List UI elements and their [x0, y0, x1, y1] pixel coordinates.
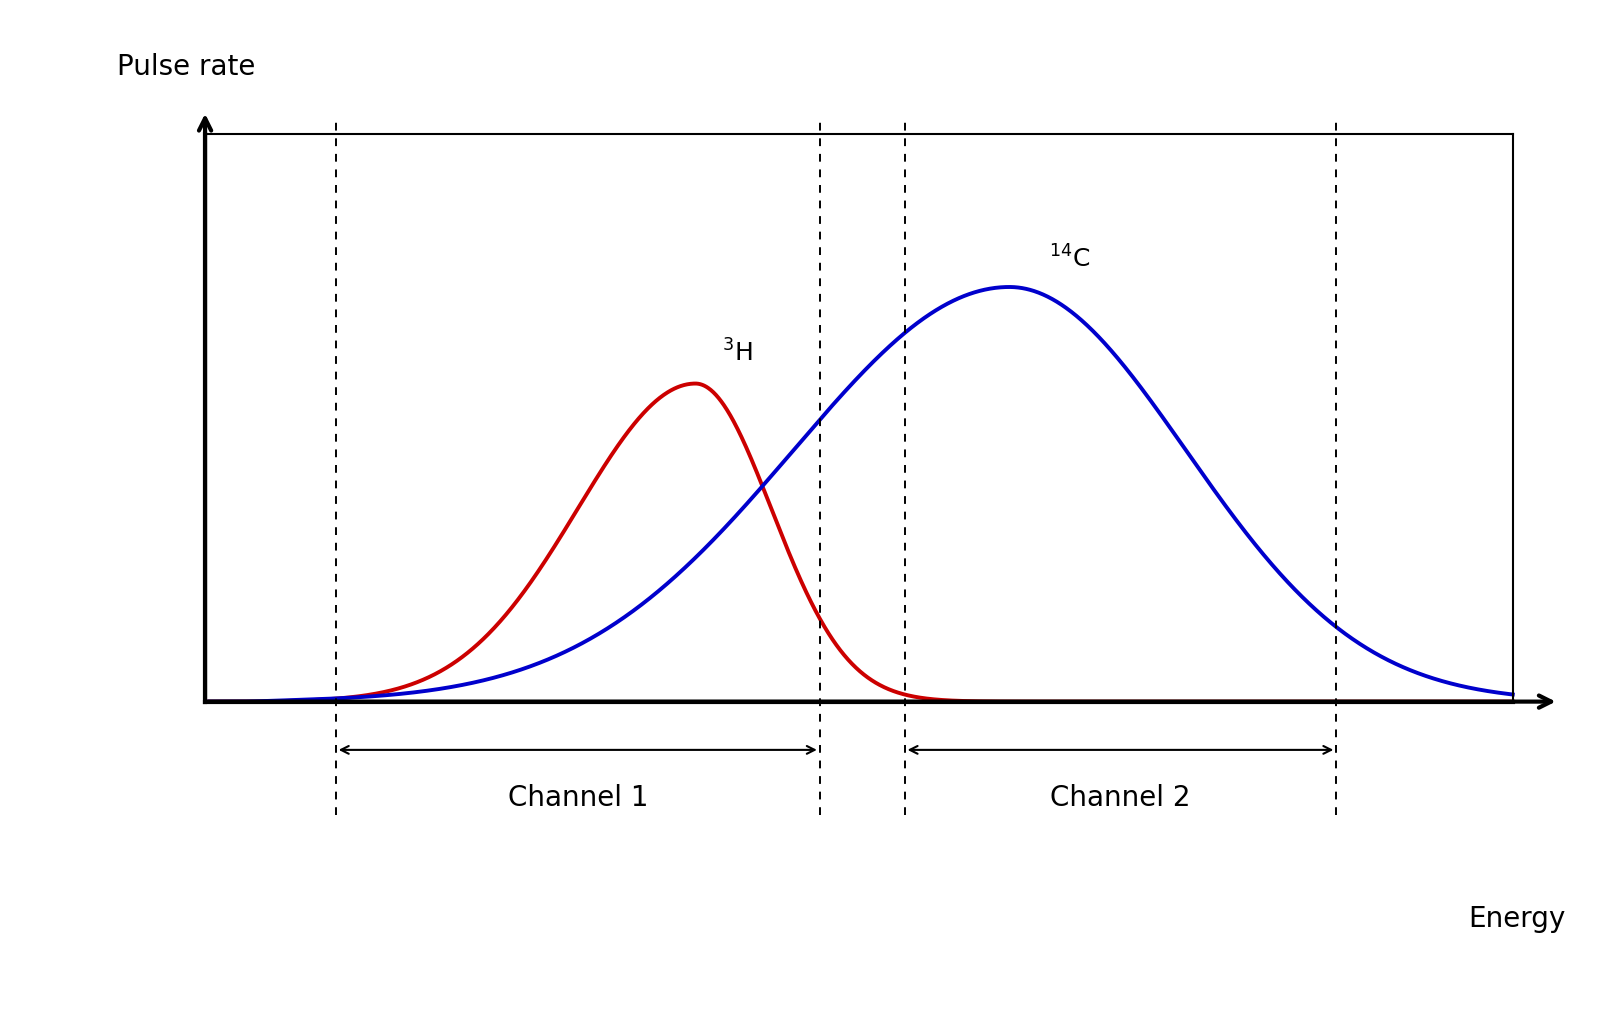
Text: Channel 1: Channel 1 — [507, 784, 648, 812]
Text: Energy: Energy — [1469, 905, 1565, 933]
Text: Pulse rate: Pulse rate — [117, 53, 256, 81]
Text: $^{3}$H: $^{3}$H — [722, 339, 752, 367]
Text: $^{14}$C: $^{14}$C — [1048, 246, 1090, 273]
Text: Channel 2: Channel 2 — [1050, 784, 1190, 812]
